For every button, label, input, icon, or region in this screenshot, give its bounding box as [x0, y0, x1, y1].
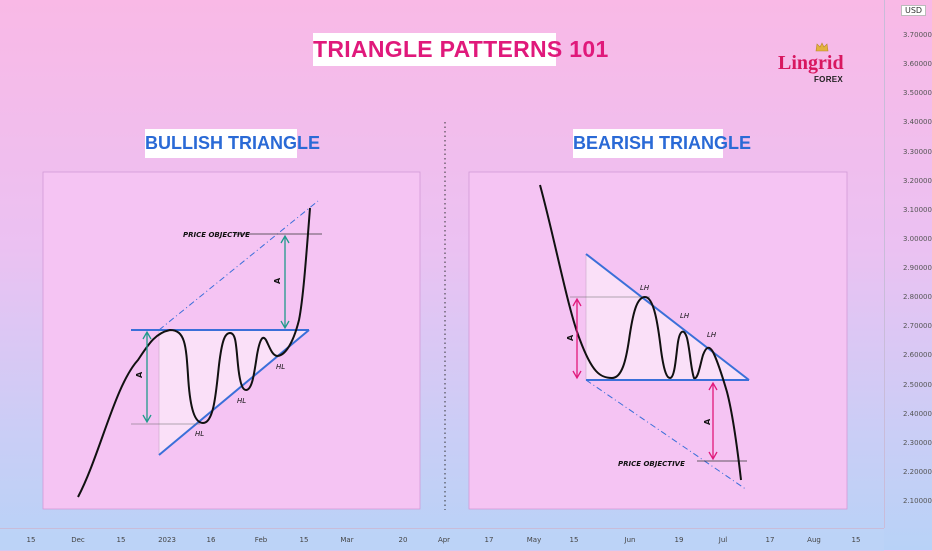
- time-tick: 15: [851, 536, 861, 544]
- bullish-hl-label-2: HL: [237, 397, 246, 405]
- bearish-objective-arrowhead-bottom: [708, 451, 718, 461]
- bullish-measure-arrowhead-bottom: [142, 414, 152, 424]
- price-tick: 2.20000: [903, 468, 932, 476]
- bullish-support-line: [158, 329, 310, 456]
- page-title: TRIANGLE PATTERNS 101: [313, 33, 608, 66]
- time-tick: 2023: [158, 536, 176, 544]
- bearish-price-objective-label: PRICE OBJECTIVE: [618, 460, 685, 468]
- price-tick: 2.60000: [903, 351, 932, 359]
- price-tick: 2.30000: [903, 439, 932, 447]
- bearish-height-label-right: A: [703, 418, 712, 425]
- crown-icon: [815, 42, 829, 52]
- bullish-height-label-left: A: [135, 371, 144, 378]
- bearish-price-curve: [539, 184, 742, 481]
- time-tick: 15: [569, 536, 579, 544]
- bullish-height-label-right: A: [273, 277, 282, 284]
- price-tick: 3.60000: [903, 60, 932, 68]
- time-tick: 15: [116, 536, 126, 544]
- bearish-lh-label-2: LH: [680, 312, 690, 320]
- lingrid-logo: Lingrid FOREX: [778, 40, 858, 90]
- price-tick: 2.90000: [903, 264, 932, 272]
- time-tick: Aug: [807, 536, 821, 544]
- bullish-objective-arrowhead-top: [280, 234, 290, 244]
- price-axis[interactable]: USD 3.70000 3.60000 3.50000 3.40000 3.30…: [884, 0, 932, 528]
- bullish-price-objective-label: PRICE OBJECTIVE: [183, 231, 250, 239]
- bullish-price-curve: [77, 207, 311, 498]
- time-tick: Mar: [340, 536, 354, 544]
- time-tick: Feb: [254, 536, 268, 544]
- time-tick: 16: [206, 536, 216, 544]
- time-tick: 19: [674, 536, 684, 544]
- price-tick: 3.00000: [903, 235, 932, 243]
- bullish-objective-arrowhead-bottom: [280, 320, 290, 330]
- logo-sub: FOREX: [814, 75, 844, 84]
- bearish-lh-label-1: LH: [640, 284, 650, 292]
- time-tick: 15: [26, 536, 36, 544]
- bullish-projection-line: [158, 200, 319, 331]
- price-tick: 2.50000: [903, 381, 932, 389]
- time-axis[interactable]: 15 Dec 15 2023 16 Feb 15 Mar 20 Apr 17 M…: [0, 528, 884, 551]
- price-tick: 3.20000: [903, 177, 932, 185]
- time-tick: 17: [484, 536, 494, 544]
- time-tick: Apr: [437, 536, 451, 544]
- pattern-diagram: PRICE OBJECTIVE A A HL HL HL PRICE OBJEC…: [42, 122, 848, 510]
- time-tick: 15: [299, 536, 309, 544]
- bullish-title: BULLISH TRIANGLE: [145, 129, 320, 158]
- price-tick: 3.40000: [903, 118, 932, 126]
- bullish-hl-label-3: HL: [276, 363, 285, 371]
- time-tick: 17: [765, 536, 775, 544]
- price-tick: 2.80000: [903, 293, 932, 301]
- bearish-measure-arrowhead-top: [572, 297, 582, 307]
- currency-label[interactable]: USD: [901, 5, 927, 16]
- bearish-lh-label-3: LH: [707, 331, 717, 339]
- logo-name: Lingrid: [778, 52, 844, 74]
- price-tick: 2.10000: [903, 497, 932, 505]
- bearish-title: BEARISH TRIANGLE: [573, 129, 751, 158]
- chart-area[interactable]: PRICE OBJECTIVE A A HL HL HL PRICE OBJEC…: [0, 0, 884, 528]
- time-tick: Dec: [71, 536, 85, 544]
- bearish-resistance-line: [585, 253, 750, 381]
- price-tick: 2.40000: [903, 410, 932, 418]
- time-tick: Jun: [624, 536, 636, 544]
- price-tick: 3.50000: [903, 89, 932, 97]
- time-tick: 20: [398, 536, 408, 544]
- bearish-measure-arrowhead-bottom: [572, 370, 582, 380]
- time-tick: Jul: [718, 536, 728, 544]
- bearish-objective-arrowhead-top: [708, 381, 718, 391]
- price-tick: 3.70000: [903, 31, 932, 39]
- price-tick: 3.30000: [903, 148, 932, 156]
- time-tick: May: [526, 536, 542, 544]
- bullish-measure-arrowhead-top: [142, 330, 152, 340]
- price-tick: 2.70000: [903, 322, 932, 330]
- bullish-hl-label-1: HL: [195, 430, 204, 438]
- bearish-height-label-left: A: [566, 334, 575, 341]
- price-tick: 3.10000: [903, 206, 932, 214]
